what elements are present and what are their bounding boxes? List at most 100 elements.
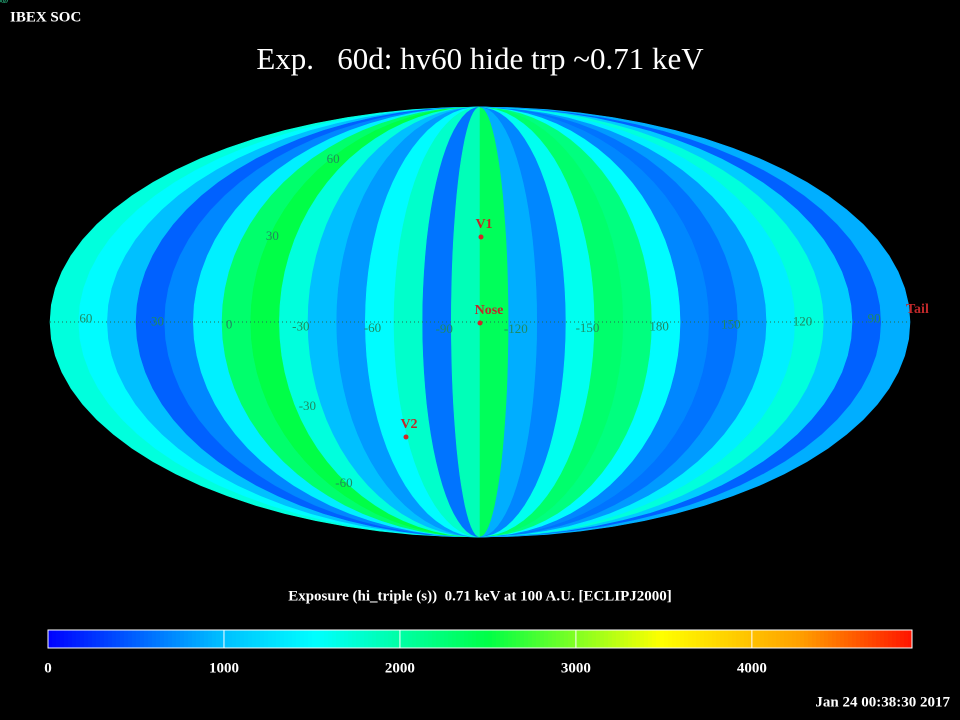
- colorbar-cell: [612, 630, 617, 648]
- colorbar-cell: [516, 630, 521, 648]
- colorbar-cell: [536, 630, 541, 648]
- colorbar-cell: [180, 630, 185, 648]
- colorbar-cell: [124, 630, 129, 648]
- colorbar-cell: [352, 630, 357, 648]
- colorbar-cell: [532, 630, 537, 648]
- colorbar-cell: [128, 630, 133, 648]
- latitude-label: -60: [335, 475, 352, 490]
- latitude-label: -90: [0, 0, 9, 6]
- colorbar-cell: [896, 630, 901, 648]
- colorbar-cell: [596, 630, 601, 648]
- colorbar-cell: [656, 630, 661, 648]
- timestamp: Jan 24 00:38:30 2017: [815, 694, 950, 710]
- colorbar-cell: [236, 630, 241, 648]
- colorbar-cell: [452, 630, 457, 648]
- colorbar-cell: [472, 630, 477, 648]
- colorbar-cell: [572, 630, 577, 648]
- colorbar-cell: [548, 630, 553, 648]
- header: IBEX SOC: [10, 9, 81, 25]
- colorbar-cell: [96, 630, 101, 648]
- colorbar-cell: [756, 630, 761, 648]
- marker-label: V1: [475, 217, 492, 232]
- colorbar-cell: [800, 630, 805, 648]
- colorbar-cell: [528, 630, 533, 648]
- colorbar-cell: [240, 630, 245, 648]
- longitude-label: 30: [151, 314, 164, 329]
- colorbar-cell: [836, 630, 841, 648]
- colorbar-cell: [188, 630, 193, 648]
- marker-label: Tail: [906, 302, 929, 317]
- colorbar-cell: [888, 630, 893, 648]
- colorbar-cell: [752, 630, 757, 648]
- longitude-label: 150: [721, 316, 741, 331]
- marker-dot: [477, 320, 483, 326]
- colorbar-cell: [84, 630, 89, 648]
- colorbar-cell: [616, 630, 621, 648]
- colorbar-cell: [108, 630, 113, 648]
- colorbar-cell: [680, 630, 685, 648]
- latitude-label: 30: [266, 228, 279, 243]
- colorbar-cell: [88, 630, 93, 648]
- colorbar-cell: [224, 630, 229, 648]
- colorbar-cell: [120, 630, 125, 648]
- colorbar-cell: [772, 630, 777, 648]
- colorbar-cell: [364, 630, 369, 648]
- colorbar-cell: [668, 630, 673, 648]
- colorbar-cell: [820, 630, 825, 648]
- colorbar-cell: [476, 630, 481, 648]
- colorbar-cell: [164, 630, 169, 648]
- colorbar-tick-label: 1000: [209, 660, 239, 676]
- colorbar-cell: [648, 630, 653, 648]
- colorbar-cell: [76, 630, 81, 648]
- colorbar-cell: [852, 630, 857, 648]
- colorbar-cell: [708, 630, 713, 648]
- colorbar-cell: [672, 630, 677, 648]
- colorbar-cell: [464, 630, 469, 648]
- colorbar: 0 1000 2000 3000 4000: [44, 629, 913, 676]
- colorbar-cell: [652, 630, 657, 648]
- colorbar-cell: [212, 630, 217, 648]
- latitude-label: -30: [299, 398, 316, 413]
- colorbar-cell: [684, 630, 689, 648]
- colorbar-cell: [400, 630, 405, 648]
- colorbar-cell: [660, 630, 665, 648]
- colorbar-cell: [520, 630, 525, 648]
- colorbar-cell: [624, 630, 629, 648]
- colorbar-cell: [500, 630, 505, 648]
- colorbar-cell: [264, 630, 269, 648]
- colorbar-cell: [92, 630, 97, 648]
- colorbar-tick-label: 3000: [561, 660, 591, 676]
- colorbar-cell: [304, 630, 309, 648]
- colorbar-cell: [348, 630, 353, 648]
- colorbar-cell: [608, 630, 613, 648]
- colorbar-cell: [732, 630, 737, 648]
- colorbar-cell: [136, 630, 141, 648]
- colorbar-cell: [424, 630, 429, 648]
- colorbar-cell: [840, 630, 845, 648]
- colorbar-cell: [880, 630, 885, 648]
- title: Exp. 60d: hv60 hide trp ~0.71 keV: [256, 41, 704, 76]
- colorbar-cell: [544, 630, 549, 648]
- latitude-label: 60: [327, 151, 340, 166]
- colorbar-cell: [448, 630, 453, 648]
- colorbar-cell: [200, 630, 205, 648]
- colorbar-cell: [728, 630, 733, 648]
- colorbar-cell: [876, 630, 881, 648]
- colorbar-cell: [228, 630, 233, 648]
- colorbar-cell: [276, 630, 281, 648]
- colorbar-cell: [272, 630, 277, 648]
- colorbar-cell: [676, 630, 681, 648]
- colorbar-cell: [392, 630, 397, 648]
- colorbar-cell: [720, 630, 725, 648]
- colorbar-cell: [388, 630, 393, 648]
- colorbar-cell: [704, 630, 709, 648]
- colorbar-tick-label: 4000: [737, 660, 767, 676]
- colorbar-cell: [600, 630, 605, 648]
- colorbar-cell: [604, 630, 609, 648]
- colorbar-cell: [444, 630, 449, 648]
- colorbar-cell: [540, 630, 545, 648]
- colorbar-cell: [320, 630, 325, 648]
- colorbar-cell: [432, 630, 437, 648]
- colorbar-tick-label: 2000: [385, 660, 415, 676]
